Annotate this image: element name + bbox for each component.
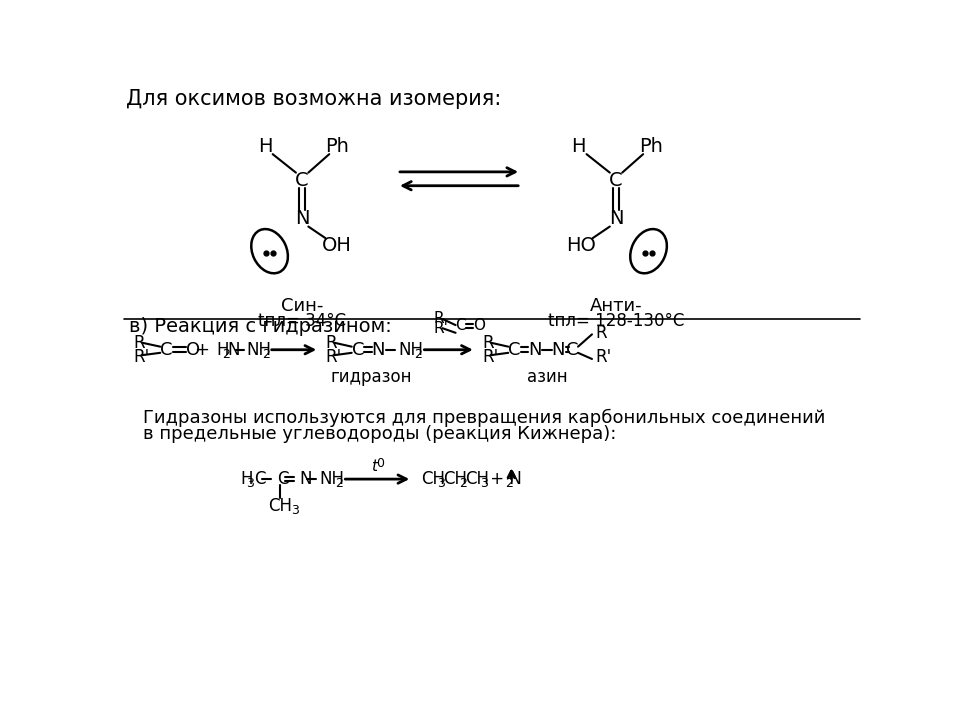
Text: OH: OH: [322, 236, 352, 256]
Text: Син-: Син-: [281, 297, 324, 315]
Text: 3: 3: [247, 477, 254, 490]
Text: CH: CH: [269, 497, 293, 515]
Text: R: R: [595, 324, 607, 342]
Text: C: C: [296, 171, 309, 190]
Text: R: R: [133, 334, 145, 352]
Text: H: H: [257, 137, 273, 156]
Text: N: N: [551, 341, 564, 359]
Text: N: N: [295, 210, 309, 228]
Text: N: N: [227, 341, 239, 359]
Text: R': R': [433, 321, 448, 336]
Text: C: C: [610, 171, 623, 190]
Text: 3: 3: [480, 477, 489, 490]
Text: R': R': [133, 348, 150, 366]
Text: N: N: [299, 470, 312, 488]
Text: C: C: [565, 341, 578, 359]
Text: 2: 2: [223, 348, 230, 361]
Text: C: C: [254, 470, 266, 488]
Text: CH: CH: [465, 470, 489, 488]
Text: R': R': [325, 348, 342, 366]
Text: в) Реакция с гидразином:: в) Реакция с гидразином:: [130, 317, 392, 336]
Text: N: N: [609, 210, 623, 228]
Text: R: R: [433, 310, 444, 325]
Text: в предельные углеводороды (реакция Кижнера):: в предельные углеводороды (реакция Кижне…: [143, 426, 616, 444]
Text: t: t: [372, 459, 377, 474]
Text: Гидразоны используются для превращения карбонильных соединений: Гидразоны используются для превращения к…: [143, 408, 826, 427]
Text: 3: 3: [291, 504, 300, 517]
Text: R: R: [482, 334, 493, 352]
Text: C: C: [351, 341, 364, 359]
Text: R: R: [325, 334, 337, 352]
Text: R': R': [482, 348, 498, 366]
Text: 2: 2: [459, 477, 467, 490]
Text: 2: 2: [505, 477, 513, 490]
Text: 2: 2: [414, 348, 421, 361]
Text: 2: 2: [335, 477, 343, 490]
Text: C: C: [455, 318, 466, 333]
Text: HO: HO: [566, 236, 596, 256]
Text: tпл= 34°C: tпл= 34°C: [258, 312, 347, 330]
Text: O: O: [473, 318, 485, 333]
Text: 3: 3: [437, 477, 444, 490]
Text: CH: CH: [421, 470, 445, 488]
Text: NH: NH: [398, 341, 423, 359]
Text: tпл= 128-130°C: tпл= 128-130°C: [548, 312, 684, 330]
Text: Анти-: Анти-: [589, 297, 642, 315]
Text: гидразон: гидразон: [331, 368, 412, 386]
Text: Ph: Ph: [325, 137, 348, 156]
Text: Ph: Ph: [639, 137, 662, 156]
Text: H: H: [571, 137, 586, 156]
Text: R': R': [595, 348, 612, 366]
Text: H: H: [216, 341, 228, 359]
Text: NH: NH: [247, 341, 272, 359]
Text: NH: NH: [319, 470, 345, 488]
Text: C: C: [277, 470, 289, 488]
Text: Для оксимов возможна изомерия:: Для оксимов возможна изомерия:: [126, 89, 501, 109]
Text: C: C: [160, 341, 173, 359]
Text: O: O: [186, 341, 200, 359]
Text: 2: 2: [262, 348, 270, 361]
Text: C: C: [508, 341, 520, 359]
Text: 0: 0: [376, 457, 384, 470]
Text: N: N: [372, 341, 385, 359]
Text: H: H: [240, 470, 252, 488]
Text: + N: + N: [485, 470, 522, 488]
Text: CH: CH: [444, 470, 468, 488]
Text: азин: азин: [527, 368, 567, 386]
Text: N: N: [528, 341, 541, 359]
Text: +: +: [194, 341, 209, 359]
